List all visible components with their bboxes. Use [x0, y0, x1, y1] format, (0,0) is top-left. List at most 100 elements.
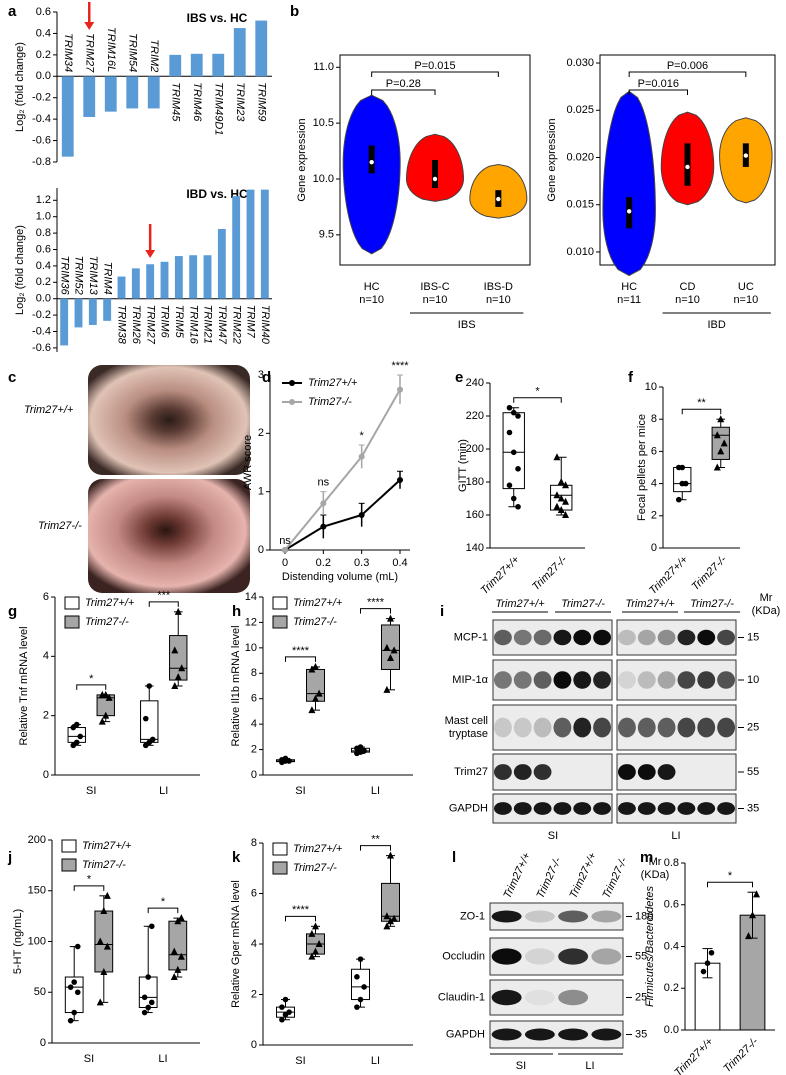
legend-marker	[289, 399, 295, 405]
data-point	[358, 512, 365, 518]
y-axis-label: Log₂ (fold change)	[14, 225, 26, 315]
blot-band	[524, 948, 555, 965]
data-point	[553, 502, 561, 510]
bar	[74, 298, 83, 328]
data-point	[675, 496, 682, 503]
row-label: Trim27	[454, 766, 488, 778]
bar	[217, 229, 226, 299]
box	[711, 426, 730, 460]
significance-label: ****	[292, 645, 310, 657]
blot-band	[573, 802, 592, 815]
legend-label: Trim27-/-	[308, 396, 352, 408]
blot-strip	[492, 793, 613, 824]
n-label: n=10	[423, 294, 448, 306]
data-point	[320, 523, 327, 530]
data-point	[96, 937, 104, 945]
y-tick-label: 2	[258, 427, 264, 439]
x-tick-label: Trim27-/-	[721, 1035, 761, 1075]
legend-swatch	[272, 861, 288, 875]
significance-bracket	[513, 397, 562, 403]
x-tick-label: Trim27+/+	[479, 553, 523, 597]
data-point	[177, 952, 185, 960]
row-label: GAPDH	[446, 1028, 485, 1040]
data-point	[562, 511, 570, 518]
box	[381, 882, 400, 922]
annotation: ns	[279, 535, 291, 547]
data-point	[279, 1016, 285, 1023]
data-point	[170, 973, 178, 981]
lane-label: Trim27+/+	[567, 850, 599, 900]
y-tick-label: 0.030	[566, 57, 594, 69]
blot-band	[591, 948, 622, 965]
data-point	[357, 744, 364, 750]
bar	[260, 189, 269, 299]
panel-letter: f	[628, 369, 634, 386]
group-label: Trim27+/+	[495, 598, 545, 610]
y-tick-label: -0.6	[32, 134, 51, 146]
data-point	[145, 974, 151, 980]
data-point	[308, 952, 316, 960]
y-tick-label: 220	[466, 410, 484, 422]
x-tick-label: LI	[158, 1053, 167, 1065]
median	[685, 164, 690, 170]
data-point	[515, 503, 521, 510]
bar	[190, 53, 203, 77]
y-tick-label: 4	[651, 478, 657, 490]
data-point	[357, 956, 364, 962]
category-label: TRIM59	[255, 82, 267, 121]
y-tick-label: 0	[651, 542, 657, 554]
data-point	[506, 404, 513, 411]
blot-band	[493, 717, 512, 738]
blot-band	[573, 629, 592, 646]
data-point	[390, 646, 398, 654]
panel-letter: h	[232, 603, 241, 620]
lane-label: Trim27+/+	[501, 850, 533, 900]
y-tick-label: 2	[251, 743, 257, 755]
category-label: TRIM4	[101, 262, 113, 295]
n-label: n=10	[675, 294, 700, 306]
bar	[146, 264, 155, 299]
data-point	[312, 947, 319, 955]
data-point	[397, 477, 403, 483]
row-label: MCP-1	[454, 631, 488, 643]
inner-box	[368, 145, 375, 174]
category-label: TRIM27	[83, 33, 95, 73]
y-tick-label: 0.4	[664, 940, 679, 952]
data-point	[557, 506, 565, 514]
data-point	[704, 960, 711, 966]
data-point	[170, 947, 178, 955]
median	[369, 160, 374, 165]
significance-bracket	[285, 915, 316, 922]
data-point	[308, 706, 316, 714]
y-tick-label: -0.8	[32, 156, 51, 168]
category-label: TRIM45	[169, 82, 181, 122]
data-point	[510, 495, 517, 502]
data-point	[146, 683, 153, 689]
y-axis-label: Relative Il1b mRNA level	[230, 625, 242, 746]
bar	[103, 298, 112, 321]
y-tick-label: -0.2	[32, 92, 51, 104]
data-point	[510, 449, 517, 456]
y-tick-label: 140	[466, 542, 484, 554]
significance-bracket	[73, 885, 105, 891]
blot-strip	[616, 619, 737, 656]
data-point	[383, 685, 391, 693]
legend-swatch	[61, 839, 77, 853]
y-tick-label: 9.5	[319, 229, 334, 241]
violin	[342, 94, 401, 255]
data-point	[73, 739, 80, 746]
blot-band	[657, 802, 676, 815]
blot-band	[533, 671, 552, 689]
inner-box	[684, 143, 691, 186]
panel-letter: j	[7, 849, 12, 866]
data-point	[105, 693, 113, 701]
data-point	[557, 494, 565, 502]
data-point	[286, 1009, 292, 1015]
data-point	[312, 694, 319, 702]
panel-letter: m	[640, 849, 653, 866]
y-tick-label: 0.0	[664, 1024, 679, 1036]
image-label: Trim27-/-	[38, 520, 82, 532]
y-tick-label: 2	[43, 710, 49, 722]
x-tick-label: 0	[282, 557, 288, 569]
blot-band	[524, 1028, 555, 1041]
